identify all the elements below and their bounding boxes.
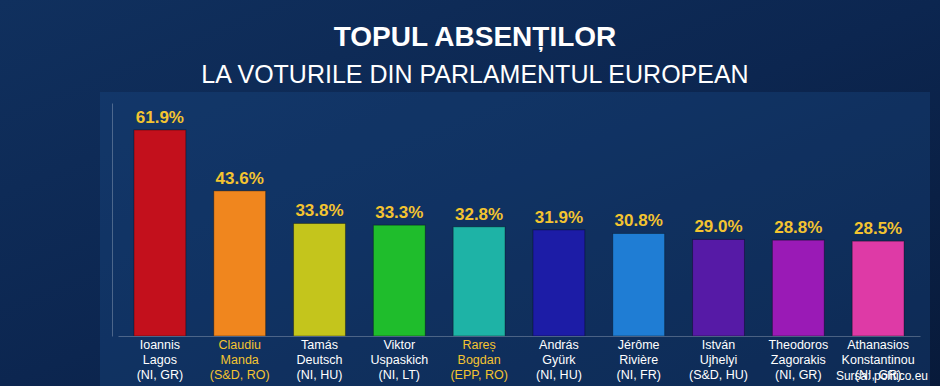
x-tick-label-line: Konstantinou: [842, 353, 915, 367]
x-tick: ViktorUspaskich(NI, LT): [370, 336, 428, 382]
x-tick: TheodorosZagorakis(NI, GR): [768, 336, 828, 382]
x-tick-label: ViktorUspaskich(NI, LT): [370, 338, 428, 382]
chart: TOPUL ABSENȚILOR LA VOTURILE DIN PARLAMEN…: [0, 0, 940, 386]
x-tick: IstvánUjhelyi(S&D, HU): [689, 336, 748, 382]
data-label: 32.8%: [455, 205, 503, 224]
x-tick-label: JérômeRivière(NI, FR): [616, 338, 660, 382]
bar: [613, 233, 665, 336]
x-tick-label-line: (NI, HU): [297, 368, 343, 382]
bar: [533, 230, 585, 336]
data-label: 33.3%: [375, 203, 423, 222]
x-tick-label: RareșBogdan(EPP, RO): [450, 338, 507, 382]
data-label: 28.5%: [854, 219, 902, 238]
x-tick-label-line: (NI, HU): [536, 368, 582, 382]
data-label: 28.8%: [774, 218, 822, 237]
x-tick-label-line: Ioannis: [140, 338, 180, 352]
x-tick-label-line: (EPP, RO): [450, 368, 507, 382]
x-tick-label-line: (S&D, HU): [689, 368, 748, 382]
x-tick-label: IoannisLagos(NI, GR): [137, 338, 184, 382]
x-tick-label-line: Jérôme: [618, 338, 660, 352]
y-axis-line: [112, 104, 113, 337]
x-tick-label-line: Uspaskich: [370, 353, 428, 367]
background: [0, 0, 940, 386]
x-tick-label-line: András: [539, 338, 579, 352]
source: Sursa: politico.eu: [836, 369, 928, 383]
bar: [373, 225, 425, 336]
x-tick-label-line: Ujhelyi: [700, 353, 738, 367]
x-tick: ClaudiuManda(S&D, RO): [210, 336, 270, 382]
x-tick: AndrásGyürk(NI, HU): [536, 336, 582, 382]
x-tick-label-line: István: [702, 338, 735, 352]
bar: [453, 227, 505, 336]
x-tick-label: TamásDeutsch(NI, HU): [297, 338, 343, 382]
x-tick-label-line: (NI, GR): [137, 368, 184, 382]
x-tick-label-line: (NI, LT): [379, 368, 420, 382]
title: TOPUL ABSENȚILOR: [334, 21, 617, 52]
data-label: 43.6%: [216, 169, 264, 188]
bar: [772, 240, 824, 336]
x-tick-label-line: Theodoros: [768, 338, 828, 352]
data-label: 61.9%: [136, 108, 184, 127]
bar: [693, 239, 745, 336]
x-tick-label-line: Athanasios: [847, 338, 909, 352]
panel: [100, 92, 930, 386]
x-tick-label: TheodorosZagorakis(NI, GR): [768, 338, 828, 382]
data-label: 30.8%: [615, 211, 663, 230]
bar: [134, 130, 186, 336]
bar: [852, 241, 904, 336]
data-labels: 61.9% 43.6% 33.8% 33.3% 32.8% 31.9% 30.8% 29.0%…: [136, 108, 902, 238]
x-tick: IoannisLagos(NI, GR): [137, 336, 184, 382]
subtitle: LA VOTURILE DIN PARLAMENTUL EUROPEAN: [201, 60, 748, 88]
x-axis-line: [119, 336, 921, 337]
x-tick-label-line: (NI, GR): [775, 368, 822, 382]
x-tick-label-line: Rareș: [462, 338, 495, 352]
x-tick-label-line: Gyürk: [542, 353, 576, 367]
x-tick-label-line: Lagos: [143, 353, 177, 367]
x-tick-label-line: Claudiu: [219, 338, 261, 352]
x-tick-label-line: Zagorakis: [771, 353, 826, 367]
x-tick-label-line: Tamás: [301, 338, 338, 352]
bars: [134, 130, 904, 336]
x-tick-label-line: Rivière: [619, 353, 658, 367]
x-tick-label-line: Bogdan: [458, 353, 501, 367]
bar: [294, 223, 346, 336]
x-axis: IoannisLagos(NI, GR)ClaudiuManda(S&D, RO…: [119, 336, 921, 382]
x-tick-label-line: (S&D, RO): [210, 368, 270, 382]
x-tick-label-line: Manda: [221, 353, 259, 367]
y-axis: [112, 104, 113, 337]
bar: [214, 191, 266, 336]
x-tick: RareșBogdan(EPP, RO): [450, 336, 507, 382]
x-tick: TamásDeutsch(NI, HU): [297, 336, 343, 382]
data-label: 31.9%: [535, 208, 583, 227]
x-tick-label-line: (NI, FR): [616, 368, 660, 382]
plot: 61.9% 43.6% 33.8% 33.3% 32.8% 31.9% 30.8% 29.0%…: [113, 104, 921, 383]
x-tick-label: IstvánUjhelyi(S&D, HU): [689, 338, 748, 382]
data-label: 33.8%: [295, 201, 343, 220]
x-tick-label-line: Viktor: [383, 338, 415, 352]
data-label: 29.0%: [694, 217, 742, 236]
x-tick-label: ClaudiuManda(S&D, RO): [210, 338, 270, 382]
x-tick-label-line: Deutsch: [297, 353, 343, 367]
x-tick: JérômeRivière(NI, FR): [616, 336, 660, 382]
x-tick-label: AndrásGyürk(NI, HU): [536, 338, 582, 382]
